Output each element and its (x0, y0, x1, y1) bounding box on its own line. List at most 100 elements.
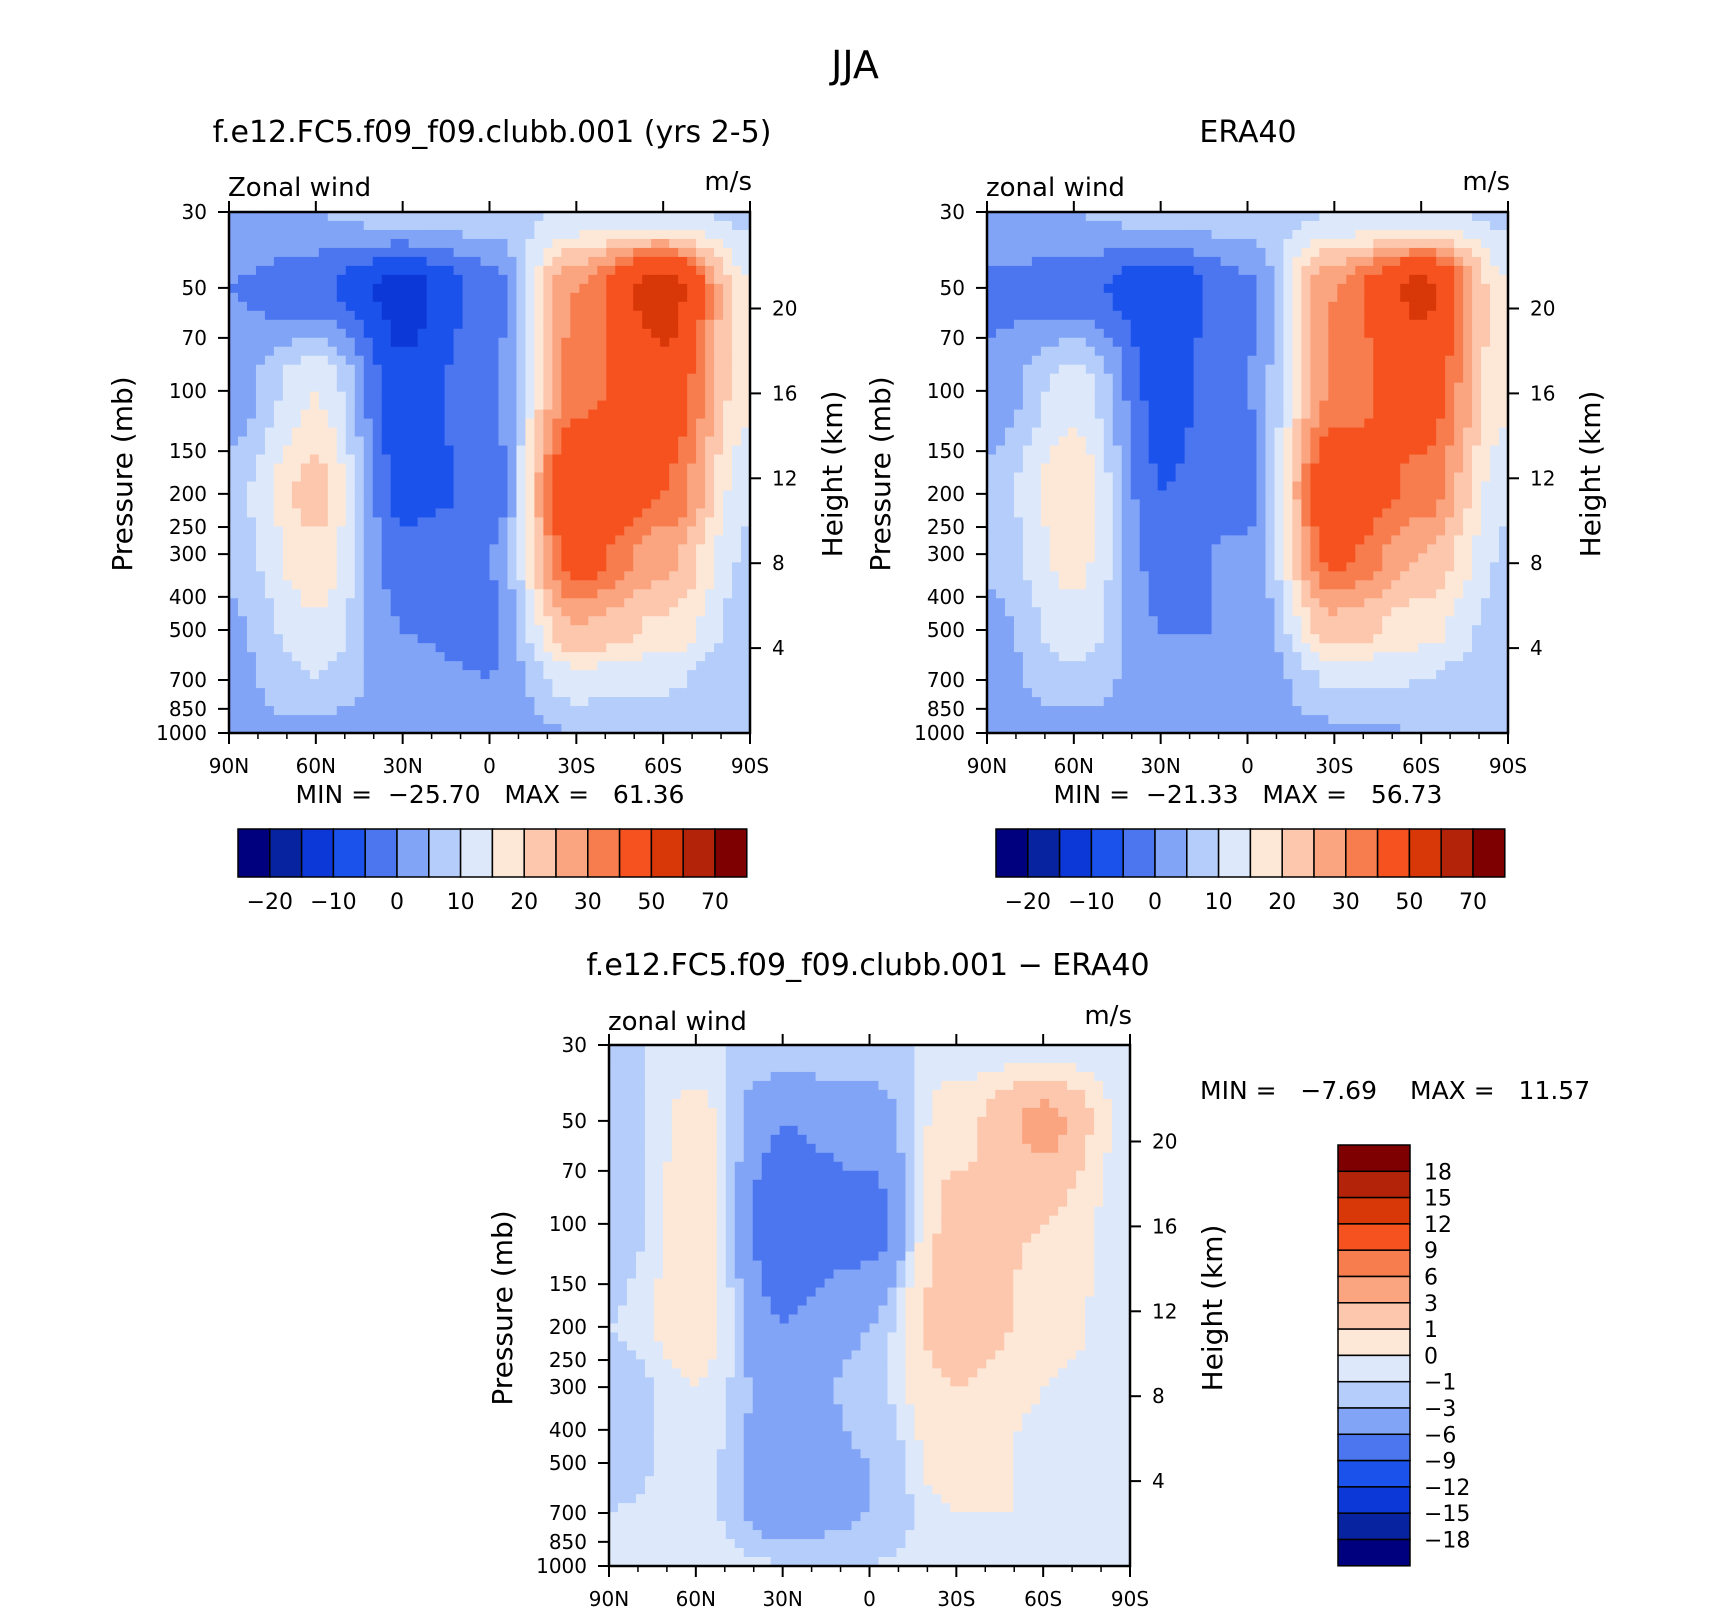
contour-cell (1193, 355, 1204, 366)
contour-cell (363, 625, 374, 635)
contour-cell (246, 319, 257, 330)
contour-cell (498, 661, 509, 671)
contour-cell (1094, 310, 1105, 321)
contour-cell (498, 598, 509, 608)
contour-cell (669, 310, 679, 321)
contour-cell (309, 373, 320, 384)
contour-cell (606, 337, 616, 348)
contour-cell (1076, 256, 1087, 267)
contour-cell (282, 517, 293, 527)
contour-cell (561, 310, 571, 321)
contour-cell (588, 463, 598, 474)
contour-cell (471, 391, 482, 402)
contour-cell (336, 526, 347, 536)
contour-cell (372, 319, 383, 330)
contour-cell (705, 238, 715, 249)
contour-cell (453, 265, 464, 276)
contour-cell (1481, 220, 1491, 231)
contour-cell (1499, 283, 1509, 294)
contour-cell (273, 328, 284, 339)
contour-cell (1184, 238, 1195, 249)
contour-cell (543, 436, 553, 447)
contour-cell (516, 400, 527, 411)
contour-cell (687, 229, 697, 240)
contour-cell (669, 274, 679, 285)
contour-cell (354, 616, 365, 626)
contour-cell (1337, 373, 1347, 384)
contour-cell (579, 607, 589, 617)
contour-cell (678, 526, 688, 536)
contour-cell (1382, 283, 1392, 294)
contour-cell (480, 409, 491, 420)
x-tick-label: 60S (644, 754, 682, 778)
contour-cell (1310, 391, 1320, 402)
contour-cell (1472, 238, 1482, 249)
contour-cell (1382, 364, 1392, 375)
contour-cell (273, 382, 284, 393)
contour-cell (318, 535, 329, 545)
contour-cell (561, 328, 571, 339)
contour-cell (1067, 355, 1078, 366)
contour-cell (1283, 400, 1294, 411)
contour-cell (300, 598, 311, 608)
contour-cell (1391, 319, 1401, 330)
contour-cell (660, 544, 670, 554)
contour-cell (1436, 238, 1446, 249)
contour-cell (291, 688, 302, 698)
contour-cell (282, 652, 293, 662)
contour-cell (615, 472, 625, 483)
contour-cell (390, 688, 401, 698)
contour-cell (660, 274, 670, 285)
contour-cell (1013, 292, 1024, 303)
contour-cell (1274, 319, 1285, 330)
contour-cell (1202, 391, 1213, 402)
contour-cell (507, 562, 518, 572)
contour-cell (1040, 265, 1051, 276)
contour-cell (300, 436, 311, 447)
contour-cell (399, 508, 410, 519)
contour-cell (489, 571, 500, 581)
contour-cell (615, 499, 625, 510)
contour-cell (237, 310, 248, 321)
contour-cell (723, 715, 733, 725)
contour-cell (390, 274, 401, 285)
contour-cell (561, 598, 571, 608)
contour-cell (489, 553, 500, 563)
contour-cell (1121, 328, 1132, 339)
contour-cell (1256, 400, 1267, 411)
contour-cell (480, 571, 491, 581)
contour-cell (732, 517, 742, 527)
contour-cell (1202, 346, 1213, 357)
contour-cell (624, 400, 634, 411)
contour-cell (1373, 328, 1383, 339)
contour-cell (597, 571, 607, 581)
contour-cell (372, 490, 383, 501)
contour-cell (399, 463, 410, 474)
colorbar-label: 70 (701, 890, 729, 915)
contour-cell (408, 238, 419, 249)
contour-cell (723, 472, 733, 483)
contour-cell (1292, 355, 1302, 366)
contour-cell (516, 265, 527, 276)
contour-cell (651, 580, 661, 590)
contour-cell (1067, 364, 1078, 375)
contour-cell (1283, 212, 1294, 222)
contour-cell (1454, 391, 1464, 402)
contour-cell (1463, 400, 1473, 411)
contour-cell (714, 382, 724, 393)
contour-cell (552, 625, 562, 635)
contour-cell (1076, 418, 1087, 429)
contour-cell (1058, 373, 1069, 384)
contour-cell (633, 535, 643, 545)
contour-cell (498, 553, 509, 563)
contour-cell (1463, 310, 1473, 321)
contour-cell (1193, 274, 1204, 285)
contour-cell (570, 526, 580, 536)
contour-cell (345, 688, 356, 698)
contour-cell (1067, 310, 1078, 321)
contour-cell (498, 373, 509, 384)
contour-cell (651, 679, 661, 689)
contour-cell (732, 616, 742, 626)
contour-cell (1067, 292, 1078, 303)
contour-cell (660, 670, 670, 680)
